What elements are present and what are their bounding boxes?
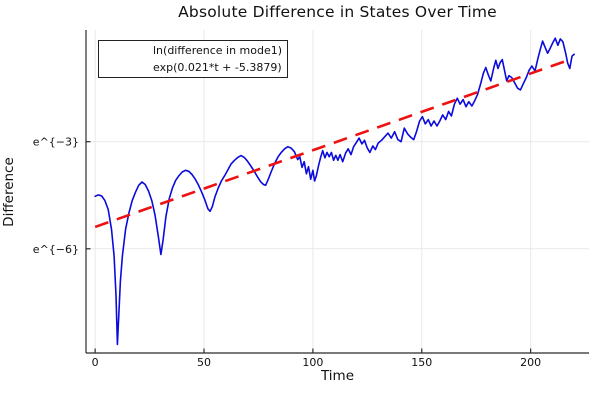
legend-entry-series: ln(difference in mode1) [106, 43, 283, 58]
x-tick-label: 200 [520, 356, 541, 369]
x-tick-label: 150 [411, 356, 432, 369]
fit-line-exponential [94, 57, 573, 229]
chart-title: Absolute Difference in States Over Time [178, 3, 497, 21]
x-tick-label: 50 [197, 356, 211, 369]
series-line-difference [94, 37, 576, 346]
x-tick-label: 100 [302, 356, 323, 369]
legend: ln(difference in mode1) exp(0.021*t + -5… [98, 40, 288, 78]
y-axis-label: Difference [1, 157, 17, 227]
x-axis-label: Time [320, 368, 355, 384]
legend-label-fit: exp(0.021*t + -5.3879) [153, 60, 282, 74]
legend-label-series: ln(difference in mode1) [153, 43, 283, 57]
x-tick-label: 0 [92, 356, 99, 369]
legend-entry-fit: exp(0.021*t + -5.3879) [106, 60, 282, 75]
y-tick-label: e^{−3} [33, 136, 79, 149]
y-tick-label: e^{−6} [33, 243, 79, 256]
